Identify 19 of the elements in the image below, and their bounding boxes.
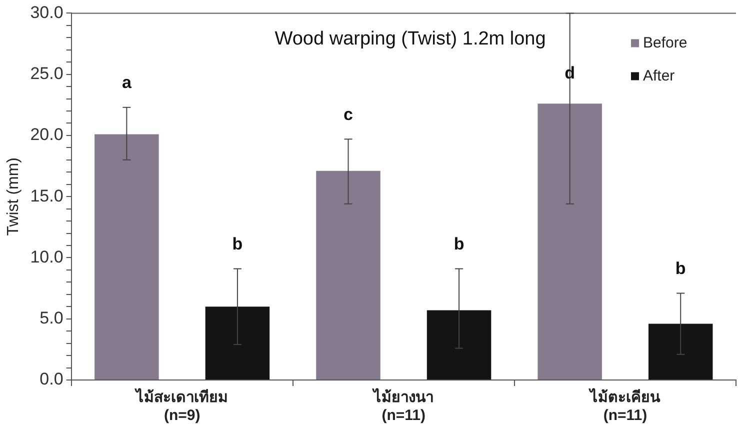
annotation: b — [232, 234, 243, 254]
annotation: a — [122, 73, 132, 92]
y-tick-label: 30.0 — [30, 2, 64, 22]
legend-label: Before — [643, 34, 688, 52]
y-tick-label: 5.0 — [40, 308, 64, 328]
x-tick-label: ไม้ตะเคียน (n=11) — [588, 387, 662, 424]
y-tick-label: 10.0 — [30, 247, 64, 266]
text: Wood warping (Twist) 1.2m long — [274, 28, 546, 50]
y-tick-label: 15.0 — [30, 186, 64, 206]
y-tick-label: 20.0 — [30, 125, 64, 144]
x-tick-label: ไม้สะเดาเทียม (n=9) — [134, 387, 228, 424]
legend-label: After — [643, 67, 675, 84]
annotation: b — [454, 234, 464, 254]
annotation: c — [344, 104, 353, 124]
y-tick-label: 0.0 — [40, 370, 64, 389]
x-tick-label: ไม้ยางนา (n=11) — [372, 387, 434, 424]
y-axis-title: Twist (mm) — [5, 158, 22, 236]
y-tick-label: 25.0 — [30, 64, 64, 84]
annotation: b — [675, 258, 686, 278]
